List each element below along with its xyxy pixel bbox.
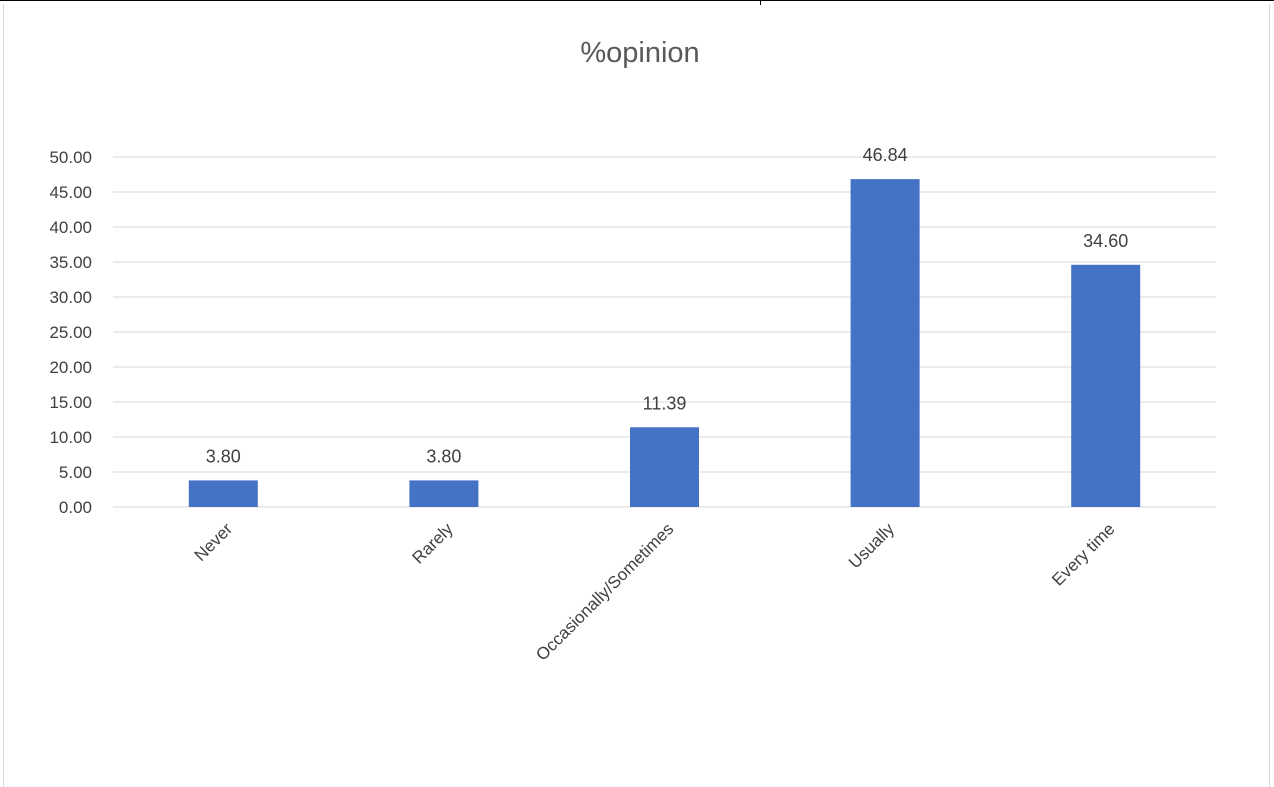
y-tick-label: 5.00 [59,463,92,482]
x-axis-categories: Never Rarely Occasionally/Sometimes Usually… [191,519,1119,664]
data-labels: 3.80 3.80 11.39 46.84 34.60 [206,145,1128,466]
chart-border [3,4,1270,787]
gridlines [113,156,1216,508]
x-category-label: Rarely [409,519,458,568]
data-label: 34.60 [1083,231,1128,251]
bar [409,480,479,507]
bar [1071,264,1141,507]
bar [630,427,699,507]
y-tick-label: 50.00 [49,148,92,167]
y-tick-label: 40.00 [49,218,92,237]
data-label: 46.84 [863,145,908,165]
y-tick-label: 45.00 [49,183,92,202]
data-label: 3.80 [426,446,461,466]
y-axis-ticks: 0.00 5.00 10.00 15.00 20.00 25.00 30.00 35.00 40… [49,148,92,517]
chart-title: %opinion [580,37,699,69]
y-tick-label: 25.00 [49,323,92,342]
data-label: 3.80 [206,446,241,466]
y-tick-label: 10.00 [49,428,92,447]
bars [188,179,1141,507]
x-category-label: Occasionally/Sometimes [532,519,677,664]
y-tick-label: 15.00 [49,393,92,412]
y-tick-label: 0.00 [59,498,92,517]
y-tick-label: 20.00 [49,358,92,377]
document-frame-tick [760,0,761,5]
y-tick-label: 35.00 [49,253,92,272]
bar [850,179,920,507]
document-frame-top [0,0,1274,4]
x-category-label: Every time [1048,519,1118,589]
data-label: 11.39 [643,393,687,413]
bar [188,480,258,507]
x-category-label: Usually [845,519,898,572]
y-tick-label: 30.00 [49,288,92,307]
x-category-label: Never [191,519,237,565]
